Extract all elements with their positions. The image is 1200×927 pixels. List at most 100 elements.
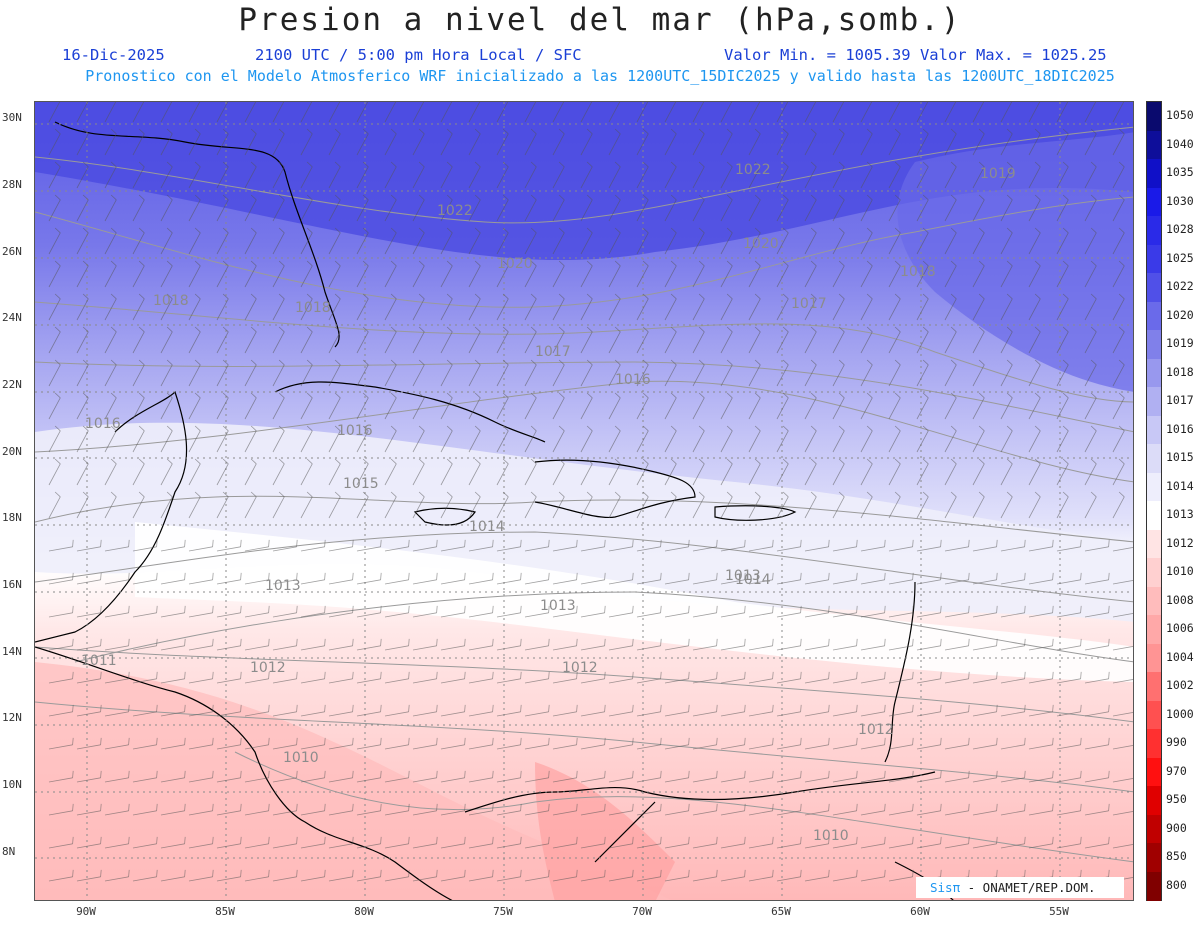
band-1008	[535, 762, 675, 900]
colorbar-cell	[1147, 358, 1161, 388]
colorbar-label: 1008	[1166, 592, 1194, 607]
band-1013	[135, 522, 1133, 682]
colorbar-label: 1012	[1166, 535, 1194, 550]
contour-labels: 1022 1022 1020 1020 1019 1018 1018 1018 1017 1017…	[81, 162, 1016, 844]
lon-label: 55W	[1049, 905, 1069, 918]
lon-label: 75W	[493, 905, 513, 918]
isobar-label: 1018	[900, 264, 936, 280]
colorbar-label: 1015	[1166, 450, 1194, 465]
map-panel: 1022 1022 1020 1020 1019 1018 1018 1018 1017 1017…	[34, 101, 1134, 901]
isobar-label: 1016	[337, 423, 373, 439]
isobar-label: 1017	[791, 296, 827, 312]
colorbar-label: 1035	[1166, 165, 1194, 180]
colorbar-label: 950	[1166, 792, 1187, 807]
pressure-map: 1022 1022 1020 1020 1019 1018 1018 1018 1017 1017…	[35, 102, 1133, 900]
isobar-label: 1019	[980, 166, 1016, 182]
colorbar-label: 1017	[1166, 393, 1194, 408]
colorbar-cell	[1147, 586, 1161, 616]
colorbar-label: 1020	[1166, 307, 1194, 322]
isobar-label: 1020	[743, 236, 779, 252]
colorbar-cell	[1147, 130, 1161, 160]
lat-label: 22N	[2, 378, 22, 391]
colorbar-label: 1010	[1166, 564, 1194, 579]
colorbar-cell	[1147, 843, 1161, 872]
isobar-label: 1020	[497, 256, 533, 272]
wind-barbs	[48, 102, 1133, 882]
colorbar	[1146, 101, 1162, 901]
colorbar-cell	[1147, 643, 1161, 673]
lon-label: 65W	[771, 905, 791, 918]
colorbar-cell	[1147, 330, 1161, 359]
colorbar-label: 1028	[1166, 222, 1194, 237]
isobar-label: 1011	[81, 653, 117, 669]
lon-label: 70W	[632, 905, 652, 918]
isobar-label: 1014	[469, 519, 505, 535]
forecast-date: 16-Dic-2025	[62, 46, 165, 64]
band-1010	[35, 662, 671, 900]
lat-label: 24N	[2, 311, 22, 324]
isobar-label: 1015	[343, 476, 379, 492]
lon-label: 90W	[76, 905, 96, 918]
lon-label: 85W	[215, 905, 235, 918]
lat-label: 18N	[2, 511, 22, 524]
credit-brand: Sisπ	[930, 880, 961, 895]
colorbar-cell	[1147, 757, 1161, 787]
colorbar-cell	[1147, 472, 1161, 502]
colorbar-label: 1016	[1166, 421, 1194, 436]
colorbar-cell	[1147, 301, 1161, 331]
colorbar-cell	[1147, 187, 1161, 217]
isobar-label: 1013	[265, 578, 301, 594]
colorbar-label: 1013	[1166, 507, 1194, 522]
colorbar-cell	[1147, 558, 1161, 587]
chart-title: Presion a nivel del mar (hPa,somb.)	[238, 2, 962, 38]
colorbar-cell	[1147, 244, 1161, 274]
isobar-label: 1018	[153, 293, 189, 309]
lon-label: 60W	[910, 905, 930, 918]
colorbar-label: 1030	[1166, 193, 1194, 208]
colorbar-cell	[1147, 871, 1161, 901]
isobar-label: 1018	[295, 300, 331, 316]
lat-label: 28N	[2, 178, 22, 191]
colorbar-cell	[1147, 102, 1161, 131]
band-1022	[35, 102, 1133, 261]
isobar-label: 1012	[562, 660, 598, 676]
isobar-label: 1014	[735, 572, 771, 588]
colorbar-label: 1002	[1166, 678, 1194, 693]
lat-label: 12N	[2, 711, 22, 724]
colorbar-label: 1004	[1166, 649, 1194, 664]
isobar-label: 1013	[725, 568, 761, 584]
isobar-label: 1013	[540, 598, 576, 614]
colorbar-cell	[1147, 786, 1161, 815]
colorbar-label: 800	[1166, 877, 1187, 892]
lon-label: 80W	[354, 905, 374, 918]
lat-label: 26N	[2, 245, 22, 258]
colorbar-cell	[1147, 273, 1161, 302]
colorbar-label: 990	[1166, 735, 1187, 750]
colorbar-label: 970	[1166, 763, 1187, 778]
colorbar-label: 1050	[1166, 108, 1194, 123]
colorbar-cell	[1147, 415, 1161, 445]
colorbar-cell	[1147, 529, 1161, 559]
colorbar-label: 1025	[1166, 250, 1194, 265]
colorbar-label: 1018	[1166, 364, 1194, 379]
lat-label: 8N	[2, 845, 16, 858]
lat-label: 20N	[2, 445, 22, 458]
isobar-label: 1010	[813, 828, 849, 844]
isobar-label: 1012	[250, 660, 286, 676]
credit-org: - ONAMET/REP.DOM.	[960, 880, 1096, 895]
isobar-label: 1010	[283, 750, 319, 766]
forecast-time: 2100 UTC / 5:00 pm Hora Local / SFC	[255, 46, 582, 64]
value-range: Valor Min. = 1005.39 Valor Max. = 1025.2…	[724, 46, 1107, 64]
credit-box: Sisπ - ONAMET/REP.DOM.	[916, 877, 1124, 898]
colorbar-cell	[1147, 672, 1161, 701]
colorbar-label: 1019	[1166, 336, 1194, 351]
colorbar-cell	[1147, 615, 1161, 644]
colorbar-label: 1000	[1166, 706, 1194, 721]
lat-label: 16N	[2, 578, 22, 591]
colorbar-label: 850	[1166, 849, 1187, 864]
colorbar-cell	[1147, 159, 1161, 188]
lat-label: 10N	[2, 778, 22, 791]
lat-label: 14N	[2, 645, 22, 658]
isobar-label: 1022	[437, 203, 473, 219]
band-1020-east	[897, 132, 1133, 392]
